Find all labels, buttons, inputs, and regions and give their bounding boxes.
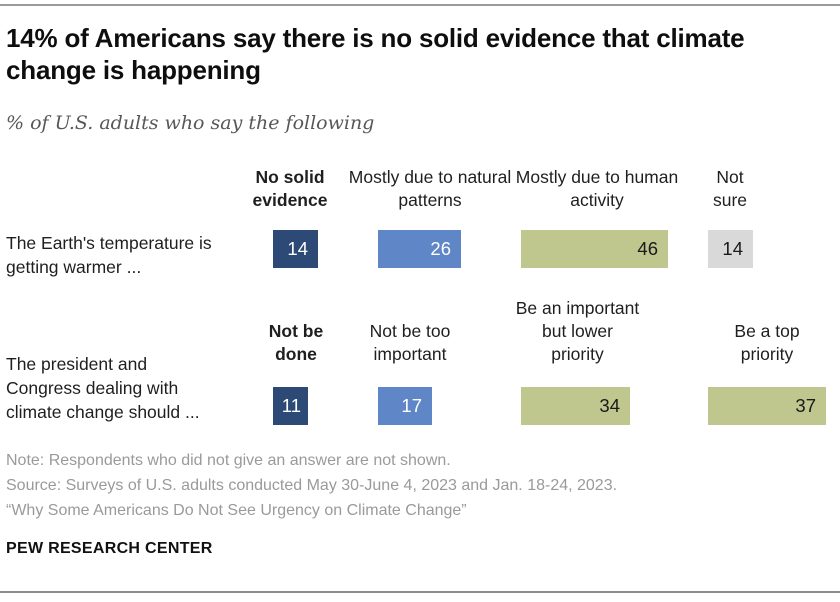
- bottom-border: [0, 591, 840, 593]
- page-title: 14% of Americans say there is no solid e…: [6, 23, 745, 85]
- bar-value: 37: [795, 395, 816, 416]
- bar-earth-not-sure: 14: [708, 230, 753, 268]
- bar-congress-lower-priority: 34: [521, 387, 630, 425]
- row-label-president-congress: The president and Congress dealing with …: [6, 354, 200, 422]
- top-border: [0, 4, 840, 6]
- column-header-not-be-done: Not be done: [268, 321, 324, 364]
- column-header-not-too-important: Not be too important: [369, 321, 451, 364]
- bar-value: 14: [287, 238, 308, 259]
- note-line: Note: Respondents who did not give an an…: [6, 452, 451, 469]
- column-header-natural-patterns: Mostly due to natural patterns: [348, 167, 512, 210]
- bar-congress-top-priority: 37: [708, 387, 826, 425]
- column-header-no-solid-evidence: No solid evidence: [252, 167, 328, 210]
- bar-congress-not-be-done: 11: [273, 387, 308, 425]
- bar-value: 17: [401, 395, 422, 416]
- page-subtitle: % of U.S. adults who say the following: [6, 112, 375, 134]
- column-header-human-activity: Mostly due to human activity: [515, 167, 679, 210]
- bar-earth-human-activity: 46: [521, 230, 668, 268]
- pew-research-center-brand: PEW RESEARCH CENTER: [6, 540, 213, 557]
- column-header-top-priority: Be a top priority: [734, 321, 800, 364]
- bar-earth-no-solid-evidence: 14: [273, 230, 318, 268]
- bar-value: 14: [722, 238, 743, 259]
- column-header-lower-priority: Be an important but lower priority: [515, 298, 640, 364]
- bar-value: 46: [637, 238, 658, 259]
- bar-earth-natural-patterns: 26: [378, 230, 461, 268]
- row-label-earth-temperature: The Earth's temperature is getting warme…: [6, 233, 212, 277]
- report-title-line: “Why Some Americans Do Not See Urgency o…: [6, 502, 467, 519]
- column-header-not-sure: Not sure: [712, 167, 748, 210]
- source-line: Source: Surveys of U.S. adults conducted…: [6, 477, 618, 494]
- bar-value: 11: [281, 395, 301, 416]
- bar-value: 26: [430, 238, 451, 259]
- bar-value: 34: [599, 395, 620, 416]
- bar-congress-not-too-important: 17: [378, 387, 432, 425]
